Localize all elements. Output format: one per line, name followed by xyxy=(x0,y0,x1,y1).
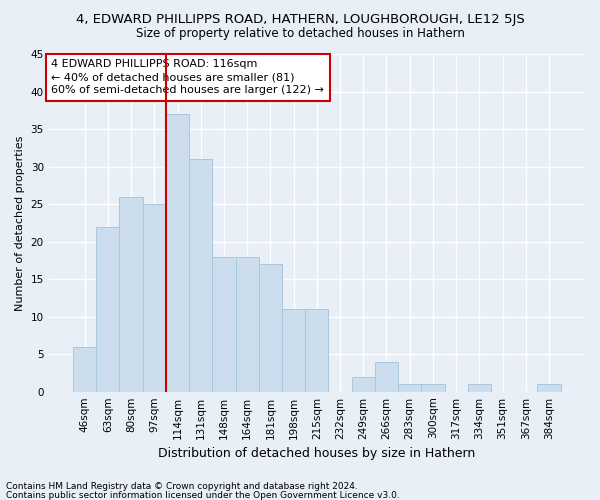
X-axis label: Distribution of detached houses by size in Hathern: Distribution of detached houses by size … xyxy=(158,447,475,460)
Bar xyxy=(259,264,282,392)
Bar xyxy=(305,309,328,392)
Bar xyxy=(282,309,305,392)
Text: 4 EDWARD PHILLIPPS ROAD: 116sqm
← 40% of detached houses are smaller (81)
60% of: 4 EDWARD PHILLIPPS ROAD: 116sqm ← 40% of… xyxy=(52,59,324,96)
Bar xyxy=(143,204,166,392)
Text: Contains public sector information licensed under the Open Government Licence v3: Contains public sector information licen… xyxy=(6,490,400,500)
Bar xyxy=(73,346,96,392)
Bar xyxy=(375,362,398,392)
Bar xyxy=(538,384,560,392)
Y-axis label: Number of detached properties: Number of detached properties xyxy=(15,135,25,310)
Bar xyxy=(398,384,421,392)
Bar xyxy=(236,256,259,392)
Bar xyxy=(212,256,236,392)
Text: Size of property relative to detached houses in Hathern: Size of property relative to detached ho… xyxy=(136,28,464,40)
Bar xyxy=(421,384,445,392)
Bar xyxy=(96,226,119,392)
Bar xyxy=(166,114,189,392)
Bar xyxy=(352,376,375,392)
Bar xyxy=(189,159,212,392)
Bar xyxy=(119,196,143,392)
Text: 4, EDWARD PHILLIPPS ROAD, HATHERN, LOUGHBOROUGH, LE12 5JS: 4, EDWARD PHILLIPPS ROAD, HATHERN, LOUGH… xyxy=(76,12,524,26)
Bar xyxy=(468,384,491,392)
Text: Contains HM Land Registry data © Crown copyright and database right 2024.: Contains HM Land Registry data © Crown c… xyxy=(6,482,358,491)
